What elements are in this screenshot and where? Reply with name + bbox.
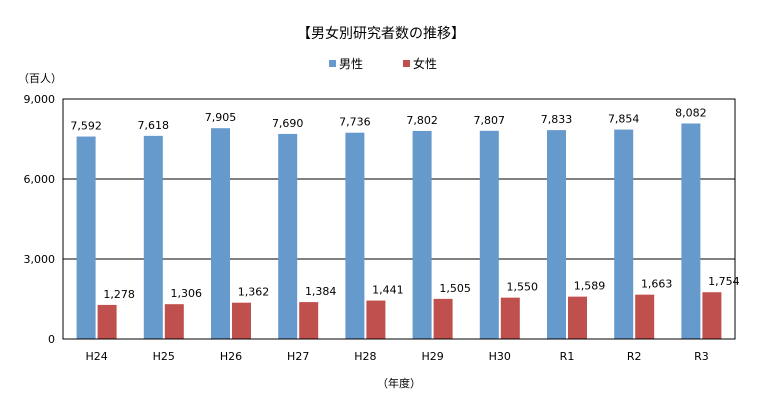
data-label: 1,550 (507, 281, 539, 294)
plot-frame (62, 98, 736, 340)
y-tick-label: 0 (48, 333, 55, 346)
bar-female (232, 302, 251, 339)
bars-layer (76, 123, 722, 339)
data-label: 1,384 (305, 285, 337, 298)
bar-male (479, 130, 499, 339)
data-label: 1,505 (439, 282, 471, 295)
data-label: 7,802 (406, 114, 438, 127)
bar-male (614, 129, 634, 339)
data-label: 1,441 (372, 284, 404, 297)
legend: 男性 女性 (329, 56, 437, 71)
bar-male (681, 123, 701, 339)
data-label: 7,833 (541, 113, 573, 126)
bar-female (97, 304, 117, 339)
data-label: 7,690 (272, 117, 304, 130)
bar-male (345, 132, 365, 339)
x-tick-label: H26 (220, 350, 242, 363)
data-label: 7,854 (608, 113, 640, 126)
chart-title: 【男女別研究者数の推移】 (297, 25, 465, 42)
x-tick-label: H30 (489, 350, 511, 363)
x-tick-label: H25 (153, 350, 175, 363)
x-tick-label: H27 (287, 350, 309, 363)
y-tick-label: 3,000 (24, 253, 56, 266)
bar-male (278, 133, 298, 339)
legend-label: 女性 (413, 56, 437, 71)
data-label: 7,618 (138, 119, 170, 132)
legend-swatch (329, 60, 336, 67)
bar-female (164, 304, 184, 339)
data-label: 1,306 (171, 287, 203, 300)
x-tick-label: H28 (354, 350, 376, 363)
x-tick-label: R2 (627, 350, 642, 363)
data-label: 7,905 (205, 111, 237, 124)
axes-layer: 0 3,000 6,000 9,000 H24 H25 H26 H27 H28 H29 H30 R1 R… (24, 93, 736, 363)
x-tick-label: H29 (421, 350, 443, 363)
bar-female (299, 302, 319, 339)
bar-female (433, 298, 453, 339)
bar-male (412, 130, 432, 339)
legend-label: 男性 (339, 57, 363, 71)
data-label: 1,278 (103, 288, 135, 301)
bar-male (143, 135, 163, 339)
bar-male (211, 128, 230, 339)
data-label: 1,663 (641, 278, 673, 291)
bar-female (568, 296, 587, 339)
bar-male (547, 130, 566, 339)
legend-swatch (403, 60, 410, 67)
data-label: 7,592 (70, 120, 102, 133)
data-label: 1,589 (574, 280, 606, 293)
x-tick-label: R1 (560, 350, 575, 363)
x-axis-label: （年度） (377, 376, 421, 390)
x-tick-label: H24 (85, 350, 107, 363)
data-label: 7,736 (339, 116, 371, 129)
gridlines (63, 178, 735, 260)
data-label: 7,807 (474, 114, 506, 127)
bar-female (366, 300, 386, 339)
bar-female (635, 294, 655, 339)
y-tick-label: 6,000 (24, 173, 56, 186)
bar-female (702, 292, 722, 339)
data-label: 1,754 (708, 275, 740, 288)
y-tick-label: 9,000 (24, 93, 56, 106)
data-labels-layer: 7,592 7,618 7,905 7,690 7,736 7,802 7,807 7,833… (70, 106, 739, 300)
x-tick-label: R3 (694, 350, 709, 363)
data-label: 8,082 (675, 106, 707, 119)
bar-female (500, 297, 520, 339)
data-label: 1,362 (238, 286, 270, 299)
y-axis-label: （百人） (18, 72, 62, 85)
bar-male (76, 136, 96, 339)
